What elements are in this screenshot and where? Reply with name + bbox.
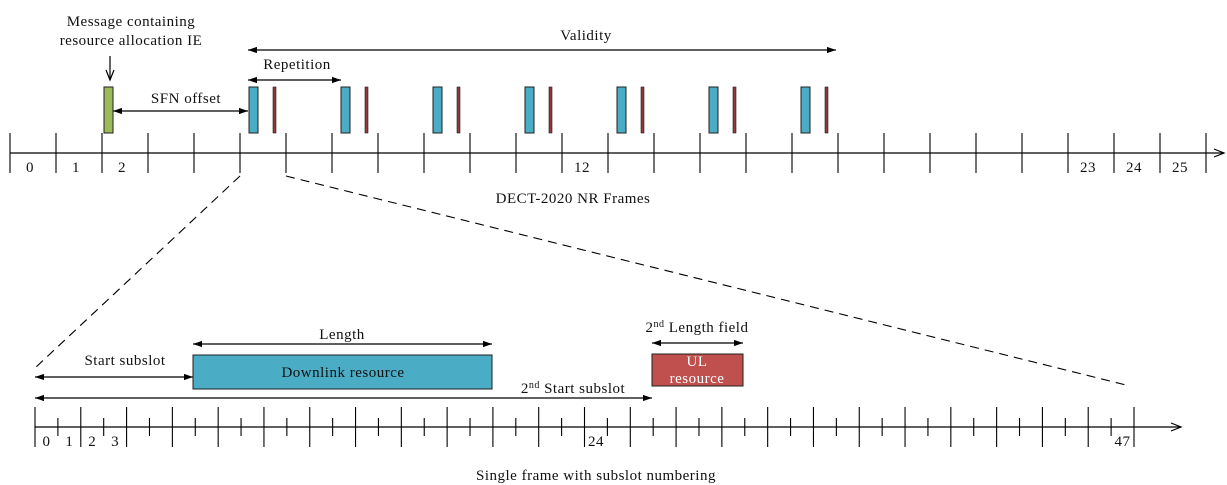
subslot-section: Length 2nd Length field Start subslot Do… bbox=[34, 319, 1183, 484]
allocation-marker-line bbox=[272, 86, 277, 134]
second-start-subslot-label: 2nd Start subslot bbox=[521, 380, 626, 397]
frame-number-label: 0 bbox=[26, 160, 34, 176]
ul-resource-label-line1: UL bbox=[687, 354, 708, 370]
sfn-offset-label: SFN offset bbox=[151, 91, 221, 107]
repetition-label: Repetition bbox=[263, 57, 331, 73]
frame-labels: 0 1 2 12 23 24 25 bbox=[26, 160, 1188, 176]
subslot-number-label: 3 bbox=[111, 434, 119, 450]
downlink-resource-block bbox=[192, 354, 493, 390]
resource-allocation-message-block bbox=[103, 86, 114, 134]
subslot-axis-caption: Single frame with subslot numbering bbox=[476, 468, 716, 484]
message-note-line2: resource allocation IE bbox=[60, 33, 203, 49]
second-start-subslot-text: Start subslot bbox=[540, 381, 626, 397]
subslot-number-label: 2 bbox=[88, 434, 96, 450]
length-label: Length bbox=[319, 327, 365, 343]
frame-number-label: 1 bbox=[72, 160, 80, 176]
frame-number-label: 23 bbox=[1080, 160, 1096, 176]
ul-resource-block bbox=[651, 353, 744, 387]
second-length-field-number: 2 bbox=[646, 320, 654, 336]
allocation-marker-line bbox=[640, 86, 645, 134]
second-length-field-label: 2nd Length field bbox=[646, 319, 749, 336]
allocated-resource-block bbox=[616, 86, 627, 134]
subslot-number-label: 0 bbox=[42, 434, 50, 450]
allocation-marker-line bbox=[364, 86, 369, 134]
second-length-field-ordinal: nd bbox=[654, 319, 665, 330]
ul-resource-label-line2: resource bbox=[670, 371, 725, 387]
frame-number-label: 12 bbox=[574, 160, 590, 176]
frames-axis-caption: DECT-2020 NR Frames bbox=[496, 191, 651, 207]
frame-number-label: 25 bbox=[1172, 160, 1188, 176]
allocation-marker-line bbox=[548, 86, 553, 134]
start-subslot-label: Start subslot bbox=[84, 353, 165, 369]
subslot-labels: 0 1 2 3 24 47 bbox=[42, 434, 1130, 450]
downlink-resource-label: Downlink resource bbox=[281, 365, 404, 381]
second-start-subslot-ordinal: nd bbox=[529, 380, 540, 391]
allocated-resource-block bbox=[708, 86, 719, 134]
second-start-subslot-number: 2 bbox=[521, 381, 529, 397]
allocation-occurrences bbox=[248, 86, 829, 134]
subslot-number-label: 1 bbox=[65, 434, 73, 450]
zoom-connector-right bbox=[285, 175, 1131, 387]
subslot-number-label: 24 bbox=[588, 434, 604, 450]
allocation-marker-line bbox=[732, 86, 737, 134]
allocated-resource-block bbox=[432, 86, 443, 134]
subslot-number-label: 47 bbox=[1115, 434, 1131, 450]
allocated-resource-block bbox=[800, 86, 811, 134]
allocated-resource-block bbox=[524, 86, 535, 134]
frame-number-label: 2 bbox=[118, 160, 126, 176]
frames-section: Message containing resource allocation I… bbox=[9, 14, 1226, 207]
second-length-field-text: Length field bbox=[665, 320, 749, 336]
message-note-line1: Message containing bbox=[67, 14, 196, 30]
zoom-connector-left bbox=[34, 175, 241, 369]
frame-number-label: 24 bbox=[1126, 160, 1142, 176]
allocated-resource-block bbox=[248, 86, 259, 134]
allocated-resource-block bbox=[340, 86, 351, 134]
validity-label: Validity bbox=[560, 28, 612, 44]
allocation-marker-line bbox=[824, 86, 829, 134]
allocation-marker-line bbox=[456, 86, 461, 134]
subslot-ticks bbox=[34, 407, 1135, 447]
frame-ticks bbox=[9, 133, 1207, 173]
